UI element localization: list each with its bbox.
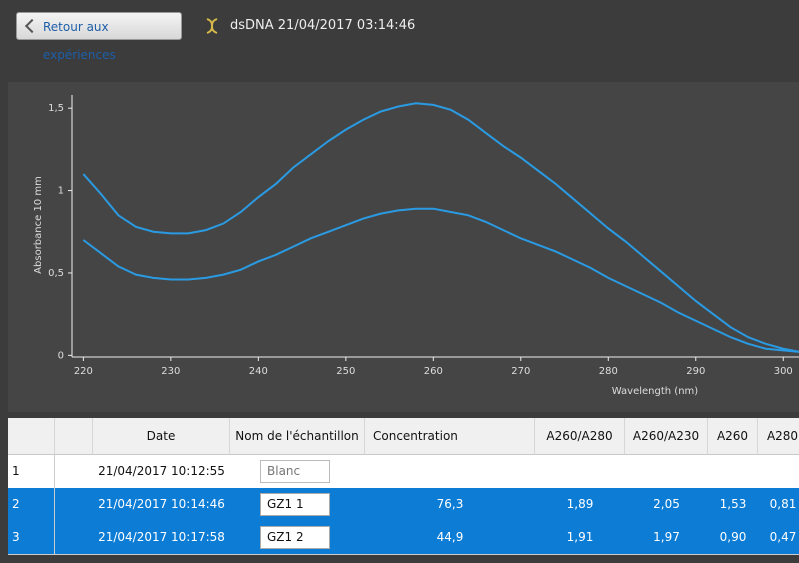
cell-a280: 0,81 xyxy=(769,497,797,511)
row-index: 2 xyxy=(8,488,55,521)
column-header: Nom de l'échantillon xyxy=(230,418,365,455)
header-corner xyxy=(8,418,55,455)
row-index: 1 xyxy=(8,455,55,488)
column-title: Nom de l'échantillon xyxy=(235,429,359,443)
column-header: A260 xyxy=(708,418,758,455)
header-blank xyxy=(55,418,93,455)
column-header: A260/A230 xyxy=(625,418,708,455)
column-title: Concentration xyxy=(373,429,458,443)
cell-a280: 0,47 xyxy=(769,530,797,544)
sample-name-input[interactable]: GZ1 2 xyxy=(260,526,330,549)
column-title: A260/A230 xyxy=(632,429,700,443)
dna-icon xyxy=(206,18,218,34)
cell-date: 21/04/2017 10:17:58 xyxy=(98,530,225,544)
y-tick-label: 1,5 xyxy=(48,103,64,114)
y-tick-label: 0,5 xyxy=(48,268,64,279)
x-tick-label: 280 xyxy=(599,366,618,377)
cell-a260_a230: 2,05 xyxy=(653,497,680,511)
x-tick-label: 230 xyxy=(161,366,180,377)
column-header: A280 xyxy=(758,418,799,455)
y-tick-label: 0 xyxy=(58,350,64,361)
back-button[interactable]: Retour aux expériences xyxy=(16,12,182,62)
x-tick-label: 300 xyxy=(774,366,793,377)
sample-name-input[interactable]: Blanc xyxy=(260,460,330,483)
cell-concentration: 44,9 xyxy=(436,530,464,544)
column-title: A280 xyxy=(766,429,799,443)
sample-name-input[interactable]: GZ1 1 xyxy=(260,493,330,516)
table-row[interactable]: 2 21/04/2017 10:14:46 GZ1 1 76,3 1,89 2,05 1,5… xyxy=(8,488,799,522)
cell-concentration: 76,3 xyxy=(436,497,464,511)
column-title: Date xyxy=(146,429,176,443)
x-tick-label: 250 xyxy=(336,366,355,377)
cell-a260: 0,90 xyxy=(719,530,747,544)
x-tick-label: 240 xyxy=(249,366,268,377)
cell-a260_a230: 1,97 xyxy=(653,530,680,544)
x-axis-label: Wavelength (nm) xyxy=(612,386,698,397)
column-header: Concentrationng/µL xyxy=(365,418,535,455)
row-index: 3 xyxy=(8,521,55,554)
chart: Absorbance 10 mm Wavelength (nm) 0 0,5 1 1,… xyxy=(33,95,799,397)
column-header: A260/A280 xyxy=(535,418,625,455)
x-tick-label: 270 xyxy=(511,366,530,377)
cell-a260: 1,53 xyxy=(719,497,747,511)
spectrum-line xyxy=(82,207,799,353)
column-title: A260 xyxy=(716,429,749,443)
column-title: A260/A280 xyxy=(546,429,613,443)
column-header: Date xyxy=(93,418,230,455)
table-row[interactable]: 3 21/04/2017 10:17:58 GZ1 2 44,9 1,91 1,97 0,9… xyxy=(8,521,799,555)
cell-a260_a280: 1,91 xyxy=(566,530,594,544)
y-tick-label: 1 xyxy=(58,186,64,197)
y-axis-label: Absorbance 10 mm xyxy=(33,176,44,274)
results-table: Date Nom de l'échantillon Concentrationng/… xyxy=(8,418,799,555)
cell-date: 21/04/2017 10:14:46 xyxy=(98,497,225,511)
x-tick-label: 220 xyxy=(74,366,93,377)
x-tick-label: 290 xyxy=(686,366,705,377)
table-row[interactable]: 1 21/04/2017 10:12:55 Blanc xyxy=(8,455,799,489)
cell-date: 21/04/2017 10:12:55 xyxy=(98,464,225,478)
spectrum-line xyxy=(82,102,799,353)
experiment-title: dsDNA 21/04/2017 03:14:46 xyxy=(230,18,416,33)
x-tick-label: 260 xyxy=(424,366,443,377)
cell-a260_a280: 1,89 xyxy=(566,497,594,511)
